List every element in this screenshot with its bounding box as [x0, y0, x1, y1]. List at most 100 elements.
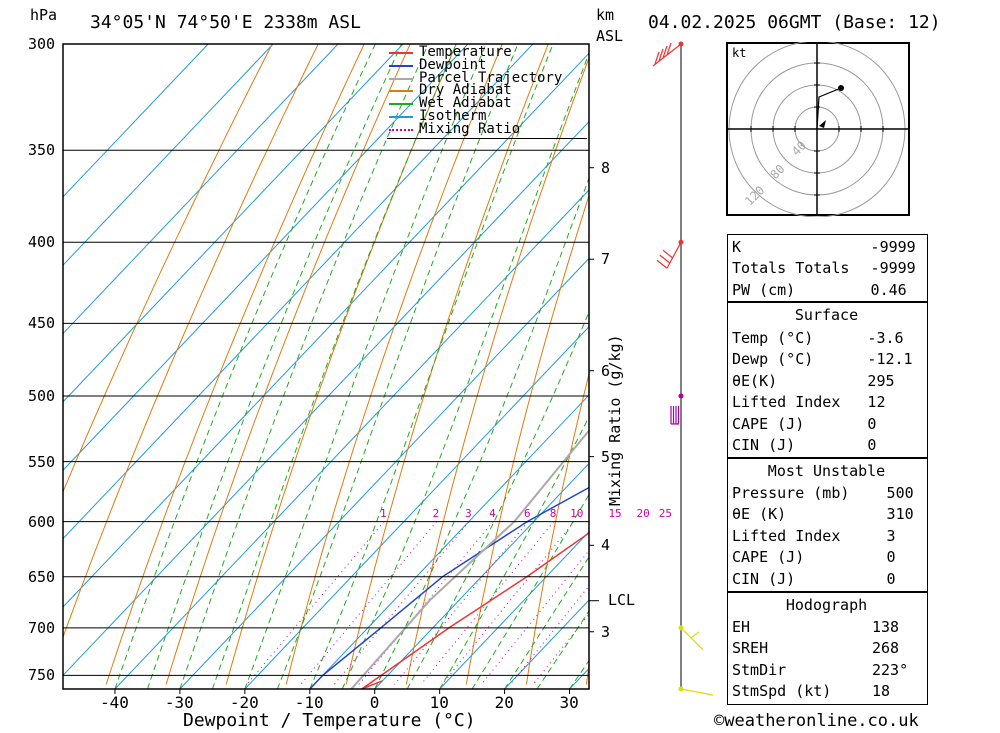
hodograph-trace: [816, 87, 842, 130]
isotherm-line: [63, 44, 274, 266]
isotherm-line: [63, 44, 404, 403]
isotherm-line: [439, 531, 589, 689]
legend-item: Mixing Ratio: [387, 120, 587, 137]
index-value: 223°: [872, 660, 909, 679]
index-label: StmSpd (kt): [732, 682, 832, 701]
legend-swatch: [389, 90, 413, 93]
index-value: 0: [886, 548, 896, 567]
index-value: 12: [867, 393, 886, 412]
legend-swatch: [389, 64, 413, 67]
table-row: Lifted Index 3: [729, 525, 925, 547]
table-row: Temp (°C) -3.6: [729, 327, 925, 349]
x-tick-label: 30: [559, 693, 579, 712]
wind-barb-flag: [659, 254, 671, 264]
wet-adiabat-line: [341, 52, 589, 689]
index-value: 0: [867, 436, 877, 455]
km-tick-label: 7: [601, 250, 611, 269]
index-value: 0.46: [870, 280, 907, 299]
copyright-symbol: ©: [714, 711, 725, 731]
index-label: CAPE (J): [732, 414, 805, 433]
legend-label: Parcel Trajectory: [419, 69, 563, 86]
index-label: K: [732, 237, 742, 256]
dry-adiabat-line: [345, 44, 549, 685]
index-value: 0: [886, 569, 896, 588]
pressure-tick-label: 350: [28, 141, 56, 160]
dry-adiabat-line: [63, 44, 319, 639]
km-tick-label: 8: [601, 158, 611, 177]
lcl-label: LCL: [608, 590, 636, 609]
table-row: PW (cm) 0.46: [729, 279, 925, 301]
mixing-ratio-label: 8: [549, 506, 557, 520]
index-label: PW (cm): [732, 280, 796, 299]
index-label: Totals Totals: [732, 259, 850, 278]
mixing-ratio-line: [481, 549, 589, 685]
mixing-ratio-label: 2: [432, 506, 440, 520]
x-tick-label: -10: [294, 693, 324, 712]
pressure-unit-label: hPa: [30, 6, 58, 24]
table-row: CIN (J) 0: [729, 568, 925, 590]
copyright-notice[interactable]: ©weatheronline.co.uk: [714, 711, 919, 731]
wind-barb-flag: [662, 249, 674, 259]
indices-top-table: K -9999 Totals Totals -9999 PW (cm) 0.46: [729, 236, 925, 301]
wet-adiabat-line: [114, 44, 376, 689]
legend-label: Wet Adiabat: [419, 95, 512, 112]
legend-label: Mixing Ratio: [419, 120, 521, 137]
mixing-ratio-line: [300, 521, 437, 685]
pressure-tick-label: 550: [28, 452, 56, 471]
mixing-ratio-line: [509, 585, 589, 685]
site-link[interactable]: weatheronline.co.uk: [724, 711, 919, 731]
legend-item: Dewpoint: [387, 56, 587, 73]
dry-adiabat-line: [285, 44, 503, 685]
most-unstable-table: Pressure (mb) 500 θE (K) 310 Lifted Index 3…: [729, 482, 925, 590]
index-value: 500: [886, 483, 914, 502]
series-line-temperature: [361, 532, 589, 689]
index-value: 310: [886, 505, 914, 524]
legend-label: Temperature: [419, 44, 512, 60]
x-tick-label: 20: [494, 693, 514, 712]
wet-adiabat-line: [439, 415, 589, 689]
wet-adiabat-line: [244, 44, 487, 689]
km-unit-label: km: [596, 6, 615, 24]
table-row: Dewp (°C) -12.1: [729, 349, 925, 371]
table-row: CAPE (J) 0: [729, 547, 925, 569]
index-value: 268: [872, 639, 900, 658]
x-tick-label: 0: [369, 693, 380, 712]
x-tick-label: -40: [99, 693, 129, 712]
isotherm-line: [179, 257, 589, 689]
isotherm-line: [63, 120, 589, 677]
table-row: CAPE (J) 0: [729, 413, 925, 435]
isotherm-line: [374, 462, 589, 689]
dry-adiabat-line: [225, 44, 457, 685]
isotherm-line: [244, 325, 589, 689]
km-tick-label: 5: [601, 447, 611, 466]
hodograph-unit: kt: [732, 46, 746, 60]
legend-item: Temperature: [387, 44, 587, 60]
km-tick-label: 4: [601, 536, 611, 555]
x-axis-label: Dewpoint / Temperature (°C): [183, 710, 476, 731]
wet-adiabat-line: [179, 44, 429, 689]
legend-swatch: [389, 128, 413, 131]
wet-adiabat-line: [374, 176, 589, 689]
location-title: 34°05'N 74°50'E 2338m ASL: [90, 12, 361, 33]
hodograph-table: EH 138 SREH 268 StmDir 223° StmSpd (kt) 18: [729, 616, 925, 702]
legend-item: Parcel Trajectory: [387, 69, 587, 86]
mixing-ratio-label: 15: [608, 506, 622, 520]
surface-title: Surface: [794, 306, 859, 324]
surface-box: [727, 302, 928, 458]
wet-adiabat-line: [406, 310, 589, 689]
pressure-tick-label: 700: [28, 618, 56, 637]
table-row: StmSpd (kt) 18: [729, 681, 925, 703]
index-label: SREH: [732, 639, 769, 658]
legend-swatch: [389, 77, 413, 80]
wind-barb-flag: [690, 631, 700, 639]
surface-table: Temp (°C) -3.6 Dewp (°C) -12.1 θE(K) 295 Li…: [729, 327, 925, 456]
index-value: 295: [867, 371, 895, 390]
dry-adiabat-line: [525, 372, 589, 685]
index-label: Pressure (mb): [732, 483, 850, 502]
wind-barb-flag: [658, 48, 664, 62]
legend-label: Isotherm: [419, 107, 487, 124]
legend-label: Dewpoint: [419, 56, 487, 73]
isotherm-line: [63, 44, 209, 198]
legend-swatch: [389, 52, 413, 54]
index-label: CIN (J): [732, 436, 796, 455]
